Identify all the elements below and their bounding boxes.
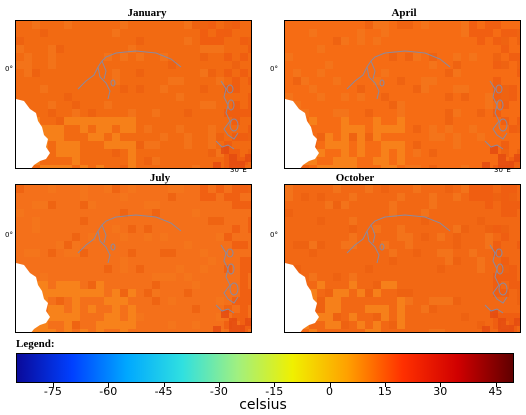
colorbar-tick-label: -75: [43, 385, 62, 398]
colorbar-tick: [163, 383, 165, 387]
map-october: [284, 184, 521, 333]
colorbar-tick-label: -45: [154, 385, 173, 398]
lon-label-april: 30°E: [494, 166, 511, 174]
legend-title: Legend:: [16, 338, 55, 350]
colorbar-tick: [108, 383, 110, 387]
panel-title-april: April: [391, 7, 417, 19]
lat-label-0-january: 0°: [5, 65, 13, 73]
land-mask: [285, 263, 319, 332]
panel-title-october: October: [335, 172, 375, 184]
colorbar-tick-label: 45: [488, 385, 503, 398]
colorbar-tick: [52, 383, 54, 387]
colorbar-tick: [495, 383, 497, 387]
map-july: [15, 184, 252, 333]
colorbar-tick-label: -60: [99, 385, 118, 398]
colorbar-tick: [329, 383, 331, 387]
colorbar-tick-label: -15: [265, 385, 284, 398]
colorbar-tick-label: -30: [209, 385, 228, 398]
colorbar: [16, 353, 514, 383]
lat-label-0-october: 0°: [270, 231, 278, 239]
legend-unit: celsius: [239, 397, 287, 413]
land-mask: [285, 99, 319, 168]
lon-label-january: 30°E: [230, 166, 247, 174]
colorbar-tick: [440, 383, 442, 387]
lat-label-0-april: 0°: [270, 65, 278, 73]
colorbar-tick: [384, 383, 386, 387]
colorbar-tick-label: 15: [377, 385, 392, 398]
land-mask: [16, 263, 50, 332]
coastline: [77, 50, 239, 150]
colorbar-tick: [218, 383, 220, 387]
lat-label-0-july: 0°: [5, 231, 13, 239]
colorbar-tick-label: 30: [433, 385, 448, 398]
map-january: [15, 20, 252, 169]
panel-title-january: January: [127, 7, 167, 19]
map-april: [284, 20, 521, 169]
coastline: [77, 214, 239, 314]
panel-title-july: July: [149, 172, 171, 184]
coastline: [346, 50, 508, 150]
colorbar-tick: [274, 383, 276, 387]
colorbar-tick-label: 0: [326, 385, 334, 398]
coastline: [346, 214, 508, 314]
land-mask: [16, 99, 50, 168]
